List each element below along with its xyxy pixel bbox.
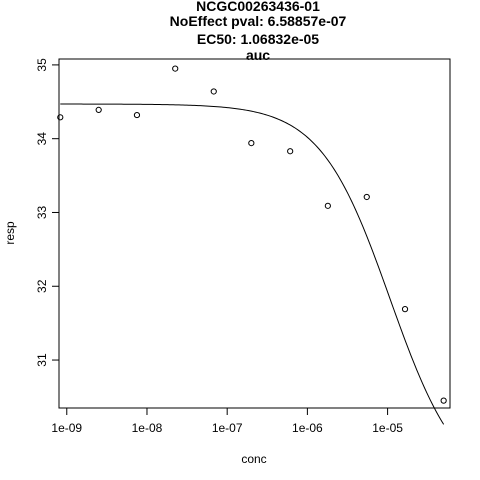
x-tick-label: 1e-08 [132, 421, 163, 435]
x-tick-label: 1e-09 [51, 421, 82, 435]
y-tick-label: 35 [35, 58, 49, 72]
y-axis-label: resp [3, 221, 17, 245]
data-point [210, 88, 217, 95]
fit-curve [60, 103, 445, 425]
x-tick-label: 1e-06 [292, 421, 323, 435]
data-point [287, 148, 294, 155]
y-axis: 31 32 33 34 35 [35, 58, 60, 367]
y-tick-label: 33 [35, 205, 49, 219]
data-point [363, 193, 370, 201]
x-tick-label: 1e-05 [372, 421, 403, 435]
title-line-auc: auc [246, 47, 270, 63]
data-point [324, 202, 331, 209]
y-tick-label: 34 [35, 132, 49, 146]
title-line-ec50: EC50: 1.06832e-05 [197, 31, 319, 47]
y-tick-label: 32 [35, 279, 49, 293]
data-point [57, 114, 64, 121]
data-point [401, 306, 409, 313]
data-point [440, 397, 447, 404]
data-point [172, 65, 179, 72]
data-points [57, 65, 447, 404]
x-axis-label: conc [241, 452, 266, 466]
x-tick-label: 1e-07 [212, 421, 243, 435]
y-tick-label: 31 [35, 353, 49, 367]
x-axis: 1e-09 1e-08 1e-07 1e-06 1e-05 [51, 407, 403, 435]
chart-title: NCGC00263436-01 NoEffect pval: 6.58857e-… [170, 0, 347, 63]
title-line-compound: NCGC00263436-01 [196, 0, 320, 14]
data-point [248, 140, 255, 147]
data-point [95, 106, 102, 114]
data-point [133, 111, 141, 119]
title-line-pval: NoEffect pval: 6.58857e-07 [170, 13, 347, 29]
